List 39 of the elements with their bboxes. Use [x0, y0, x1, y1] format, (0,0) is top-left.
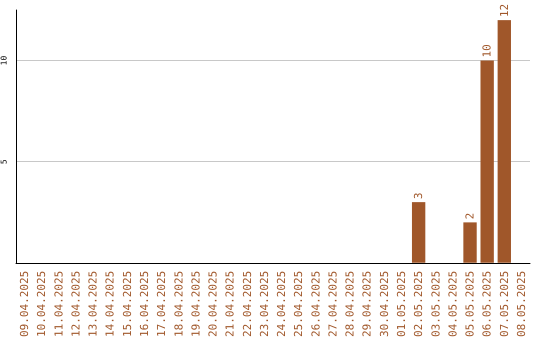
x-tick-label: 16.04.2025 — [138, 270, 151, 338]
x-tick-label: 13.04.2025 — [86, 270, 100, 338]
x-tick-label: 07.05.2025 — [498, 270, 511, 338]
bar — [463, 222, 477, 263]
x-tick-label: 28.04.2025 — [344, 270, 357, 338]
x-tick-label: 24.04.2025 — [275, 270, 288, 338]
data-label: 10 — [480, 44, 494, 58]
bar — [480, 60, 494, 263]
x-tick-label: 20.04.2025 — [206, 270, 220, 338]
x-tick-label: 14.04.2025 — [104, 270, 117, 338]
x-tick-label: 27.04.2025 — [326, 270, 340, 338]
x-tick-label: 11.04.2025 — [52, 270, 66, 338]
x-tick-label: 10.04.2025 — [35, 270, 48, 338]
x-tick-label: 08.05.2025 — [514, 270, 528, 338]
x-tick-label: 26.04.2025 — [309, 270, 322, 338]
y-tick-label: 5 — [0, 159, 8, 164]
x-tick-label: 30.04.2025 — [378, 270, 391, 338]
x-tick-label: 09.04.2025 — [18, 270, 32, 338]
x-tick-label: 05.05.2025 — [464, 270, 477, 338]
bar — [412, 202, 426, 263]
x-tick-label: 01.05.2025 — [395, 270, 408, 338]
x-tick-label: 18.04.2025 — [172, 270, 186, 338]
x-tick-label: 03.05.2025 — [429, 270, 442, 338]
data-label: 12 — [498, 4, 511, 18]
data-label: 3 — [412, 192, 426, 200]
x-tick-label: 12.04.2025 — [69, 270, 82, 338]
x-tick-label: 06.05.2025 — [480, 270, 494, 338]
x-tick-label: 25.04.2025 — [292, 270, 306, 338]
bar — [498, 20, 511, 263]
x-tick-label: 02.05.2025 — [412, 270, 426, 338]
x-tick-label: 23.04.2025 — [258, 270, 271, 338]
x-tick-label: 21.04.2025 — [224, 270, 237, 338]
x-tick-label: 29.04.2025 — [360, 270, 374, 338]
x-tick-label: 04.05.2025 — [446, 270, 460, 338]
x-tick-label: 17.04.2025 — [155, 270, 168, 338]
x-tick-label: 15.04.2025 — [120, 270, 134, 338]
x-tick-label: 22.04.2025 — [240, 270, 254, 338]
data-label: 2 — [464, 212, 477, 220]
x-tick-label: 19.04.2025 — [189, 270, 202, 338]
